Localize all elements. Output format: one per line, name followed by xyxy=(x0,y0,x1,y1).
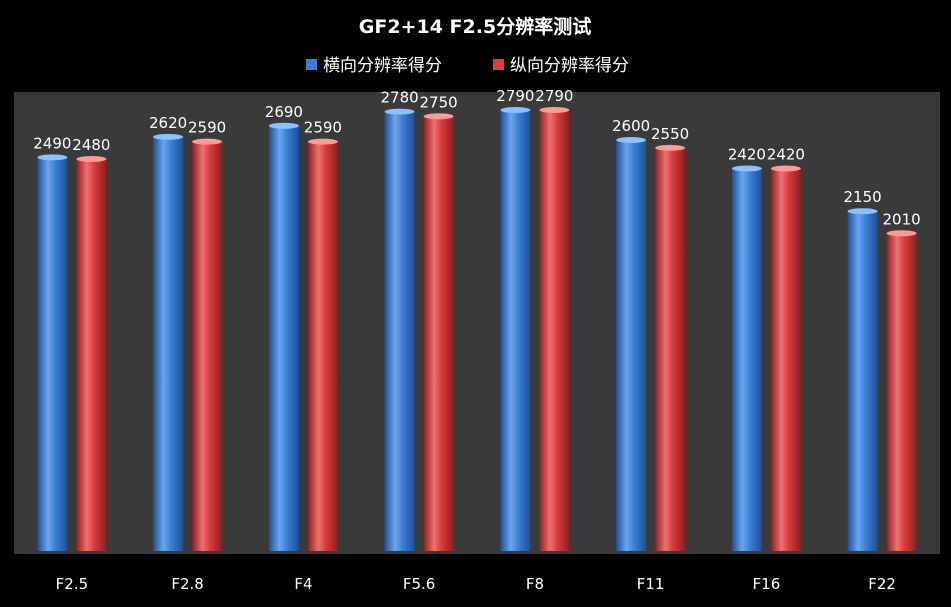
value-label-vertical-F4: 2590 xyxy=(304,119,342,137)
category-label-F4: F4 xyxy=(294,575,312,593)
bar-cap-vertical-F22 xyxy=(886,230,917,237)
bar-cap-vertical-F2_5 xyxy=(76,156,107,162)
bar-cap-horizontal-F11 xyxy=(616,137,647,143)
value-label-vertical-F16: 2420 xyxy=(767,146,805,164)
bar-vertical-F2_5 xyxy=(76,159,107,551)
bar-cap-horizontal-F8 xyxy=(500,107,531,113)
legend-swatch-vertical xyxy=(493,59,504,70)
bar-cap-vertical-F5_6 xyxy=(423,113,454,120)
bar-horizontal-F4 xyxy=(268,125,299,552)
value-label-vertical-F2_8: 2590 xyxy=(188,119,226,137)
value-label-vertical-F22: 2010 xyxy=(883,210,921,228)
legend-label-horizontal: 横向分辨率得分 xyxy=(323,56,442,76)
bar-cap-horizontal-F22 xyxy=(847,208,878,215)
bar-horizontal-F22 xyxy=(847,211,878,551)
value-label-horizontal-F4: 2690 xyxy=(265,103,303,121)
bar-horizontal-F2_8 xyxy=(153,136,184,551)
value-label-vertical-F5_6: 2750 xyxy=(420,93,458,111)
bar-cap-horizontal-F16 xyxy=(731,165,762,172)
bar-cap-horizontal-F5_6 xyxy=(384,108,415,115)
category-label-F11: F11 xyxy=(637,575,665,593)
value-label-horizontal-F8: 2790 xyxy=(496,87,534,105)
bar-cap-vertical-F11 xyxy=(655,144,686,151)
category-label-F22: F22 xyxy=(868,575,896,593)
bars-group xyxy=(37,107,917,552)
bar-horizontal-F11 xyxy=(616,140,647,551)
value-label-vertical-F8: 2790 xyxy=(535,87,573,105)
bar-vertical-F4 xyxy=(307,141,338,551)
bar-vertical-F16 xyxy=(770,168,801,551)
bar-vertical-F11 xyxy=(655,147,686,551)
legend-label-vertical: 纵向分辨率得分 xyxy=(510,56,629,76)
bar-vertical-F2_8 xyxy=(192,141,223,551)
value-label-horizontal-F5_6: 2780 xyxy=(381,89,419,107)
bar-cap-horizontal-F4 xyxy=(268,122,299,129)
bar-cap-vertical-F16 xyxy=(770,165,801,172)
legend: 横向分辨率得分 纵向分辨率得分 xyxy=(306,56,629,76)
bar-cap-vertical-F8 xyxy=(539,107,570,113)
category-label-F8: F8 xyxy=(526,575,544,593)
value-label-vertical-F2_5: 2480 xyxy=(72,136,110,154)
category-label-F16: F16 xyxy=(753,575,781,593)
category-labels-group: F2.5 F2.8 F4 F5.6 F8 F11 F16 F22 xyxy=(56,575,896,593)
category-label-F2_8: F2.8 xyxy=(171,575,203,593)
value-label-vertical-F11: 2550 xyxy=(651,125,689,143)
legend-swatch-horizontal xyxy=(306,59,317,70)
value-label-horizontal-F2_5: 2490 xyxy=(33,134,71,152)
bar-horizontal-F5_6 xyxy=(384,111,415,551)
value-label-horizontal-F11: 2600 xyxy=(612,117,650,135)
category-label-F5_6: F5.6 xyxy=(403,575,435,593)
bar-horizontal-F2_5 xyxy=(37,157,68,551)
category-label-F2_5: F2.5 xyxy=(56,575,88,593)
bar-vertical-F8 xyxy=(539,110,570,551)
bar-horizontal-F8 xyxy=(500,110,531,551)
bar-vertical-F22 xyxy=(886,233,917,552)
bar-cap-horizontal-F2_8 xyxy=(153,133,184,140)
value-label-horizontal-F16: 2420 xyxy=(728,146,766,164)
bar-cap-vertical-F4 xyxy=(307,138,338,145)
bar-cap-vertical-F2_8 xyxy=(192,138,223,145)
bar-vertical-F5_6 xyxy=(423,116,454,552)
bar-horizontal-F16 xyxy=(731,168,762,551)
chart-title: GF2+14 F2.5分辨率测试 xyxy=(359,15,591,38)
bar-cap-horizontal-F2_5 xyxy=(37,154,68,161)
value-label-horizontal-F22: 2150 xyxy=(844,188,882,206)
value-label-horizontal-F2_8: 2620 xyxy=(149,114,187,132)
